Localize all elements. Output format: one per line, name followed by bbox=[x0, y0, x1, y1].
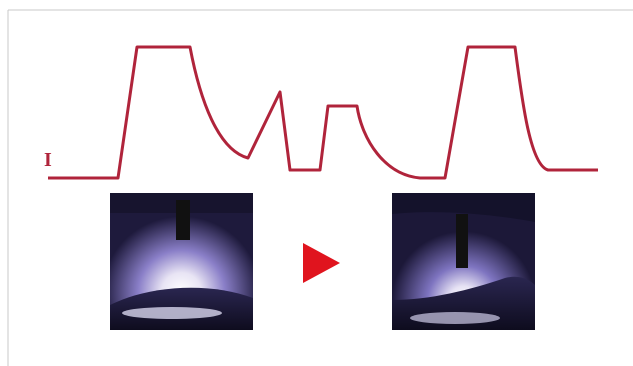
current-label: I bbox=[44, 149, 52, 171]
arc-photo-before bbox=[110, 193, 253, 330]
current-waveform bbox=[48, 47, 598, 178]
page: I (() => { const data = JSON.parse(docum… bbox=[0, 0, 633, 366]
arc-photo-after bbox=[392, 193, 535, 330]
arrow bbox=[303, 243, 340, 283]
diagram: I bbox=[0, 0, 633, 366]
